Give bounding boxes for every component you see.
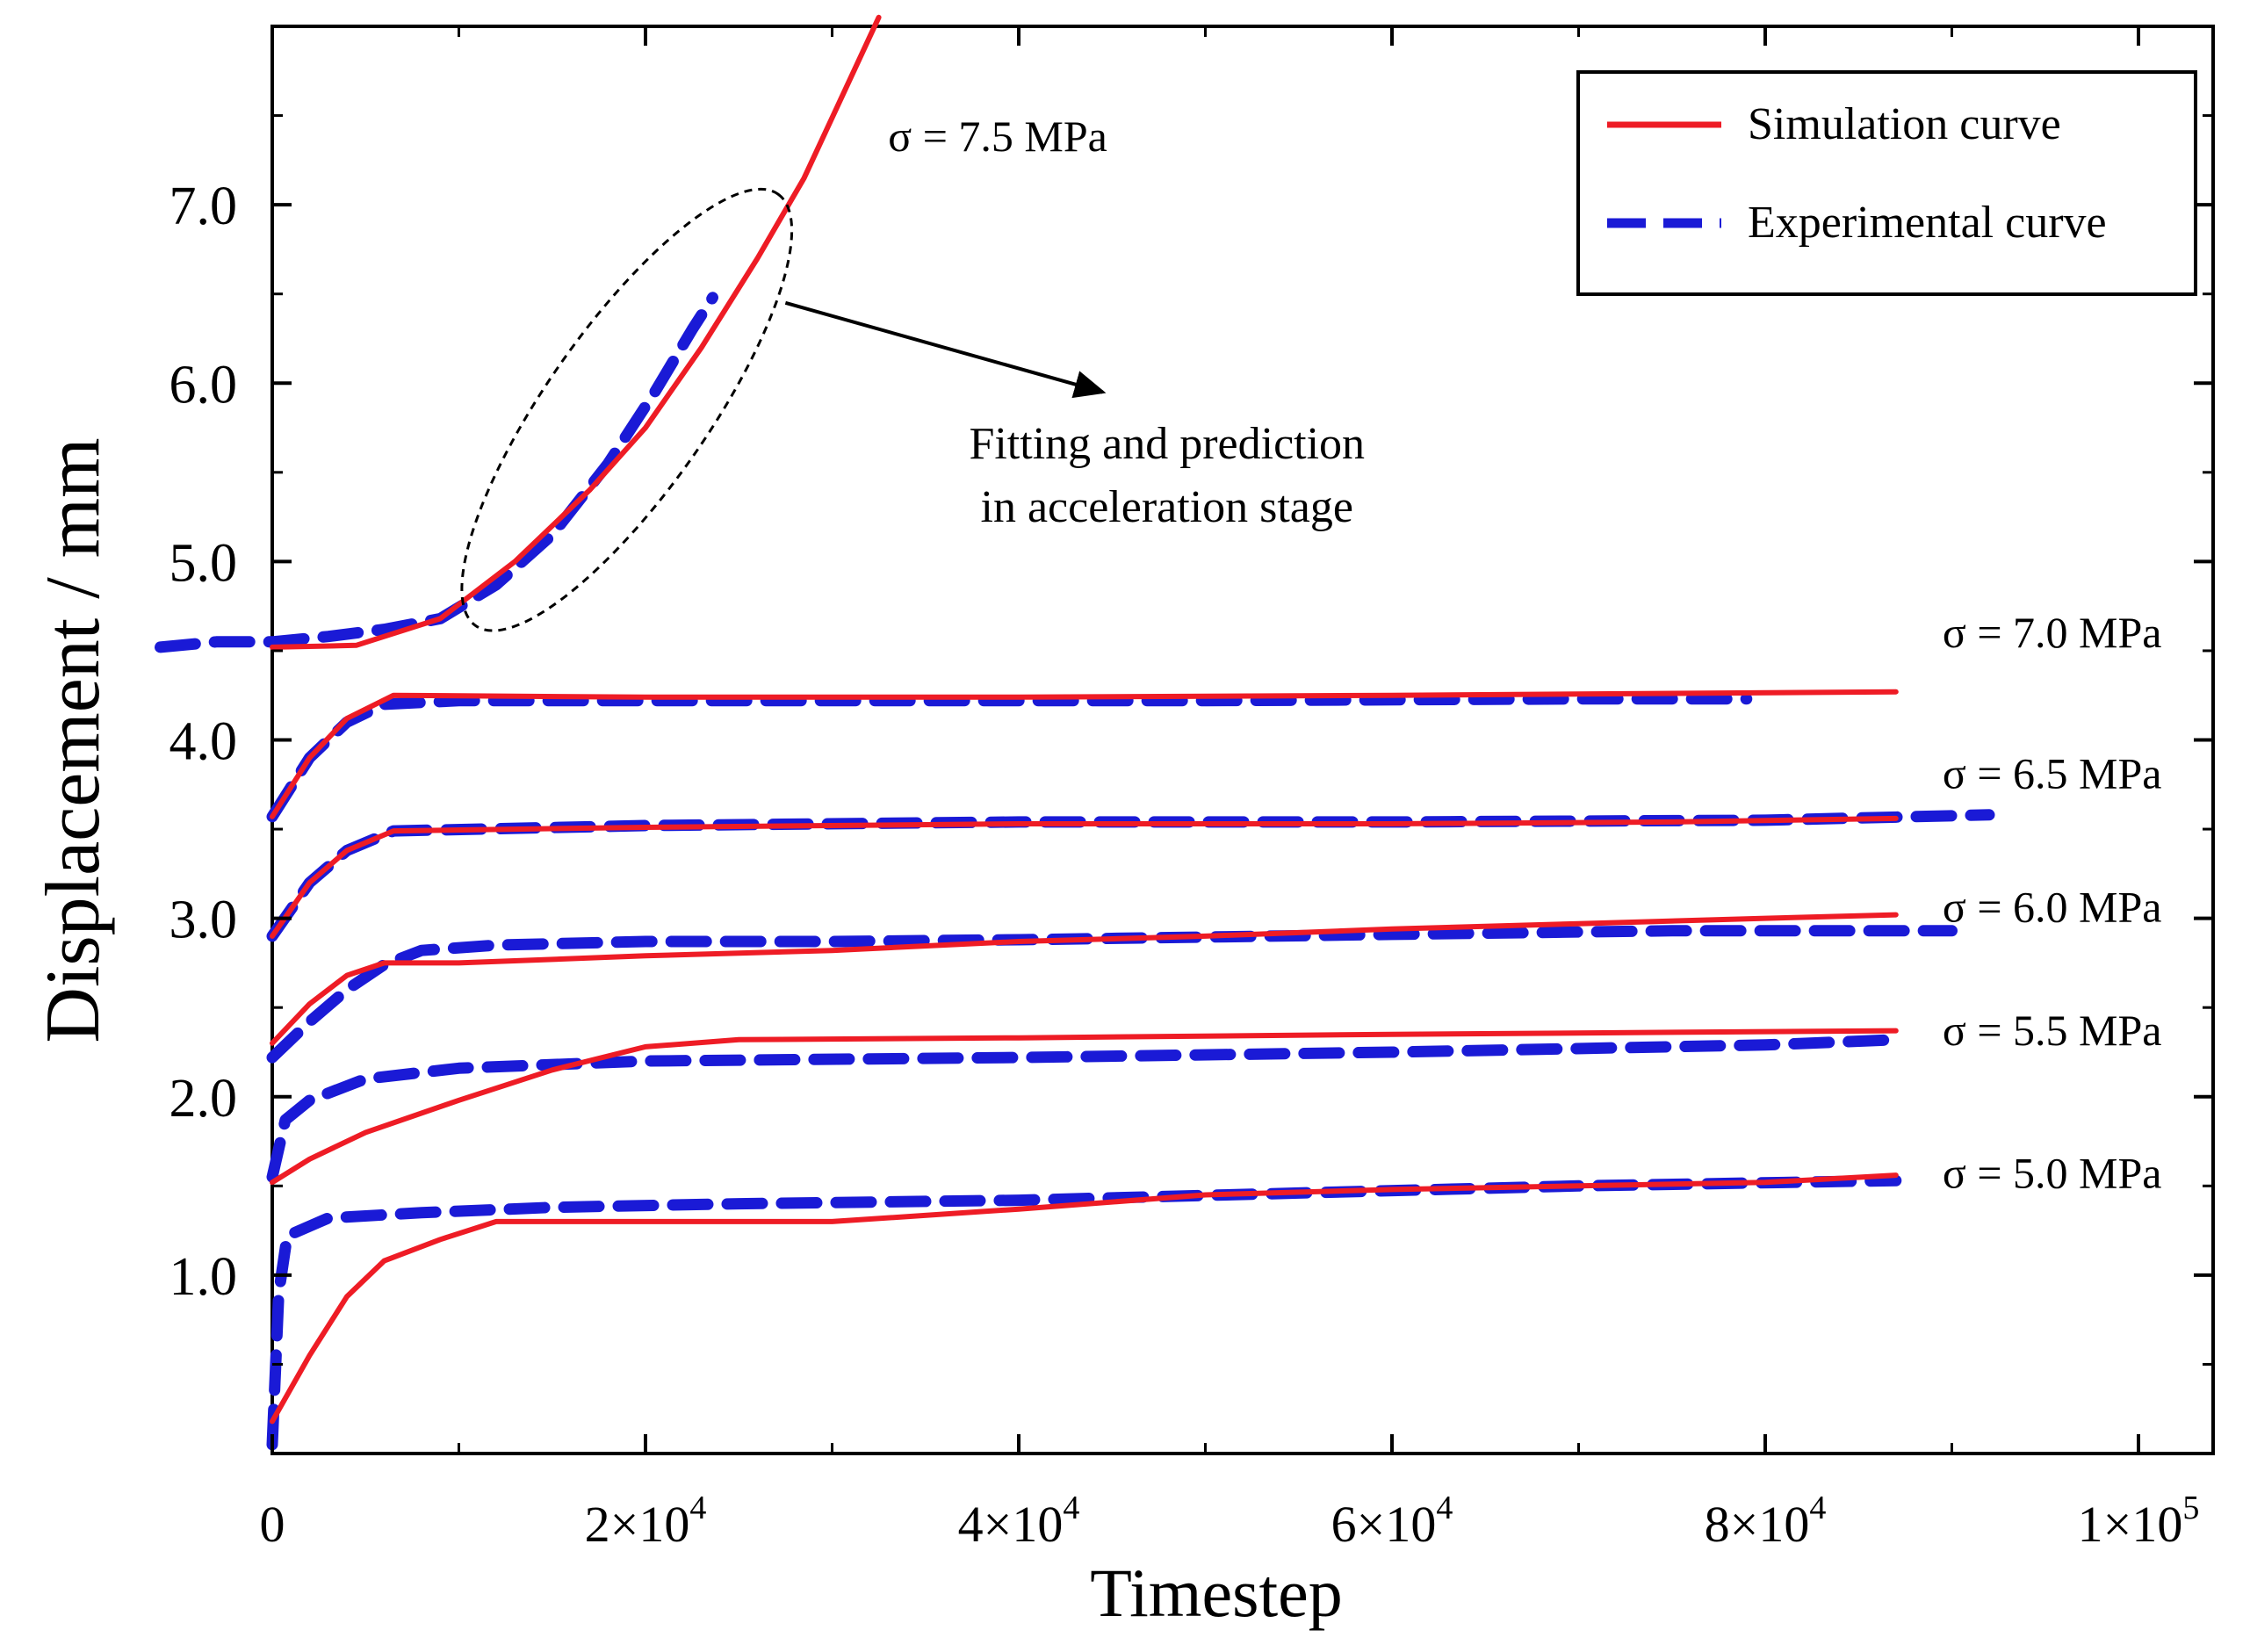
simulation-curve-7-5-mpa [270, 14, 882, 650]
experimental-curve-7-0-mpa [266, 693, 1753, 823]
simulation-curve-6-0-mpa [270, 912, 1899, 1046]
x-tick-label: 0 [260, 1496, 285, 1553]
stress-label-5-0: σ = 5.0 MPa [1943, 1148, 2162, 1197]
experimental-curve-7-5-mpa [155, 292, 718, 653]
y-tick-label: 5.0 [169, 533, 238, 593]
stress-labels: σ = 7.5 MPa σ = 7.0 MPa σ = 6.5 MPa σ = 6.0… [888, 112, 2161, 1197]
y-tick-label: 7.0 [169, 177, 238, 236]
x-tick-label: 1×105 [2078, 1490, 2200, 1553]
stress-label-6-0: σ = 6.0 MPa [1943, 883, 2162, 932]
legend-simulation-label: Simulation curve [1748, 99, 2061, 149]
x-tick-label: 8×104 [1705, 1490, 1827, 1553]
y-tick-label: 1.0 [169, 1247, 238, 1307]
simulation-curve-7-0-mpa [270, 689, 1899, 819]
y-tick-label: 4.0 [169, 712, 238, 772]
experimental-curve-6-0-mpa [266, 925, 1958, 1064]
y-tick-label: 2.0 [169, 1069, 238, 1129]
annotation-ellipse [460, 187, 794, 632]
x-tick-label: 2×104 [585, 1490, 707, 1553]
x-tick-label: 4×104 [958, 1490, 1080, 1553]
annotations [460, 187, 1107, 632]
axes-ticks: 0 2×104 4×104 6×104 8×104 1×105 1.0 2.0 3.0 4.0 5.… [169, 26, 2213, 1553]
legend-experimental-label: Experimental curve [1748, 198, 2107, 248]
simulation-curve-5-5-mpa [270, 1028, 1899, 1186]
legend-box [1576, 70, 2197, 296]
x-tick-label: 6×104 [1331, 1490, 1453, 1553]
stress-label-5-5: σ = 5.5 MPa [1943, 1006, 2162, 1055]
experimental-curve-5-5-mpa [266, 1034, 1902, 1183]
simulation-curve-6-5-mpa [270, 815, 1899, 939]
x-axis-label: Timestep [1090, 1555, 1343, 1631]
annotation-line-2: in acceleration stage [981, 482, 1353, 532]
stress-label-7-5: σ = 7.5 MPa [888, 112, 1107, 161]
data-series [155, 14, 1995, 1451]
simulation-curve-5-0-mpa [270, 1172, 1899, 1425]
legend: Simulation curve Experimental curve [1576, 70, 2197, 296]
y-tick-label: 3.0 [169, 891, 238, 950]
stress-label-6-5: σ = 6.5 MPa [1943, 748, 2162, 797]
y-tick-label: 6.0 [169, 355, 238, 415]
stress-label-7-0: σ = 7.0 MPa [1943, 608, 2162, 657]
annotation-arrow [784, 300, 1107, 399]
y-axis-label: Displacement / mm [31, 437, 116, 1042]
annotation-line-1: Fitting and prediction [969, 419, 1365, 469]
